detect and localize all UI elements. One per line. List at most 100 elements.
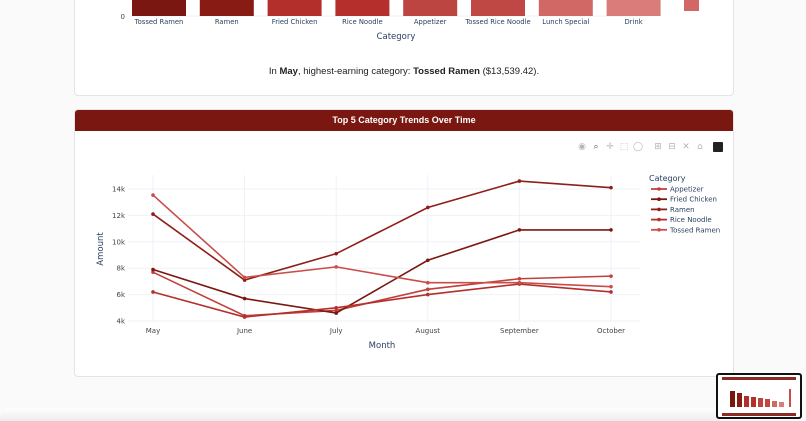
- data-point[interactable]: [242, 278, 247, 282]
- data-point[interactable]: [609, 284, 613, 289]
- trend-card: Top 5 Category Trends Over Time ◉ ⌕ ✛ ⬚ ◯ ⊞ ⊟ ✕…: [74, 109, 734, 377]
- y-tick-zero: 0: [121, 13, 125, 21]
- y-tick-label: 4k: [116, 318, 125, 326]
- data-point[interactable]: [151, 193, 155, 197]
- summary-text: In May, highest-earning category: Tossed…: [74, 66, 734, 77]
- data-point[interactable]: [242, 275, 247, 280]
- data-point[interactable]: [334, 308, 339, 313]
- series-line[interactable]: [152, 180, 612, 281]
- y-tick-label: 6k: [116, 291, 125, 299]
- x-axis-title: Month: [369, 341, 396, 351]
- plot-modebar: ◉ ⌕ ✛ ⬚ ◯ ⊞ ⊟ ✕ ⌂: [577, 142, 723, 152]
- trend-card-title: Top 5 Category Trends Over Time: [75, 110, 733, 131]
- legend-item[interactable]: Fried Chicken: [651, 196, 717, 204]
- x-tick-label: June: [236, 327, 252, 335]
- x-tick-label: Rice Noodle: [342, 18, 382, 26]
- x-tick-label: September: [500, 327, 539, 335]
- box-select-icon[interactable]: ⬚: [619, 142, 629, 152]
- data-point[interactable]: [334, 306, 339, 310]
- x-tick-label: May: [146, 327, 160, 335]
- data-point[interactable]: [426, 287, 430, 292]
- data-point[interactable]: [609, 228, 613, 232]
- data-point[interactable]: [426, 292, 430, 297]
- data-point[interactable]: [426, 280, 430, 285]
- data-point[interactable]: [242, 296, 247, 301]
- data-point[interactable]: [334, 265, 339, 269]
- data-point[interactable]: [334, 311, 339, 315]
- summary-prefix: In: [268, 66, 280, 77]
- y-tick-label: 14k: [112, 186, 126, 194]
- data-point[interactable]: [517, 280, 522, 285]
- data-point[interactable]: [609, 274, 613, 278]
- plotly-logo-icon[interactable]: [713, 142, 723, 152]
- category-bar[interactable]: [335, 0, 390, 16]
- data-point[interactable]: [517, 228, 522, 232]
- category-bar[interactable]: [267, 0, 322, 16]
- zoom-in-icon[interactable]: ⊞: [654, 142, 662, 152]
- y-axis-title: Amount: [96, 232, 106, 266]
- series-line[interactable]: [152, 271, 612, 317]
- legend-label: Appetizer: [670, 186, 704, 194]
- legend-label: Rice Noodle: [670, 216, 712, 224]
- minimap-thumbnail[interactable]: [716, 373, 802, 419]
- category-bar[interactable]: [606, 0, 661, 16]
- x-tick-label: Lunch Special: [542, 18, 589, 26]
- y-tick-label: 10k: [112, 238, 126, 246]
- pan-icon[interactable]: ✛: [606, 142, 614, 152]
- x-tick-label: October: [597, 327, 625, 335]
- camera-icon[interactable]: ◉: [578, 142, 586, 152]
- series-line[interactable]: [152, 229, 611, 314]
- summary-category: Tossed Ramen: [413, 66, 480, 77]
- x-tick-label: July: [329, 327, 343, 335]
- category-bar[interactable]: [403, 0, 458, 16]
- category-bar[interactable]: [199, 0, 254, 16]
- data-point[interactable]: [517, 179, 522, 183]
- y-tick-label: 8k: [116, 265, 125, 273]
- x-tick-label: August: [416, 327, 441, 335]
- x-tick-label: Drink: [625, 18, 643, 26]
- data-point[interactable]: [151, 290, 155, 294]
- data-point[interactable]: [334, 251, 339, 256]
- zoom-icon[interactable]: ⌕: [593, 142, 599, 152]
- data-point[interactable]: [426, 205, 430, 210]
- data-point[interactable]: [609, 290, 613, 294]
- legend-title: Category: [649, 174, 686, 183]
- x-tick-label: Tossed Ramen: [134, 18, 184, 26]
- category-bar-chart[interactable]: 0 Tossed Ramen Ramen Fried Chicken Rice Nood…: [0, 0, 806, 60]
- series-line[interactable]: [152, 283, 612, 318]
- summary-value: ($13,539.42).: [479, 66, 540, 77]
- legend-label: Fried Chicken: [670, 196, 717, 204]
- x-axis-title: Category: [377, 32, 416, 42]
- x-tick-label: Fried Chicken: [272, 18, 318, 26]
- colorbar: [684, 0, 699, 11]
- legend-item[interactable]: Rice Noodle: [651, 216, 712, 224]
- reset-axes-icon[interactable]: ⌂: [697, 142, 703, 152]
- legend-item[interactable]: Appetizer: [651, 186, 704, 194]
- category-bar[interactable]: [132, 0, 186, 16]
- autoscale-icon[interactable]: ✕: [682, 142, 690, 152]
- data-point[interactable]: [517, 276, 522, 281]
- legend-item[interactable]: Tossed Ramen: [651, 226, 720, 234]
- summary-middle: , highest-earning category:: [297, 66, 414, 77]
- x-tick-label: Ramen: [215, 18, 239, 26]
- data-point[interactable]: [151, 267, 155, 272]
- data-point[interactable]: [242, 315, 247, 319]
- category-bar[interactable]: [471, 0, 525, 16]
- trend-line-chart[interactable]: 4k 6k 8k 10k 12k 14k May June July August Septembe…: [0, 0, 806, 380]
- y-tick-label: 12k: [112, 212, 126, 220]
- series-line[interactable]: [152, 194, 612, 288]
- legend-item[interactable]: Ramen: [651, 206, 695, 214]
- data-point[interactable]: [151, 270, 155, 274]
- summary-month: May: [279, 66, 298, 77]
- category-bar[interactable]: [538, 0, 593, 16]
- data-point[interactable]: [151, 212, 155, 216]
- minimap-preview: [722, 377, 796, 416]
- data-point[interactable]: [609, 185, 613, 190]
- lasso-icon[interactable]: ◯: [633, 142, 644, 152]
- zoom-out-icon[interactable]: ⊟: [668, 142, 676, 152]
- x-tick-label: Tossed Rice Noodle: [464, 18, 530, 26]
- legend-label: Ramen: [670, 206, 695, 214]
- x-tick-label: Appetizer: [414, 18, 447, 26]
- data-point[interactable]: [426, 258, 430, 263]
